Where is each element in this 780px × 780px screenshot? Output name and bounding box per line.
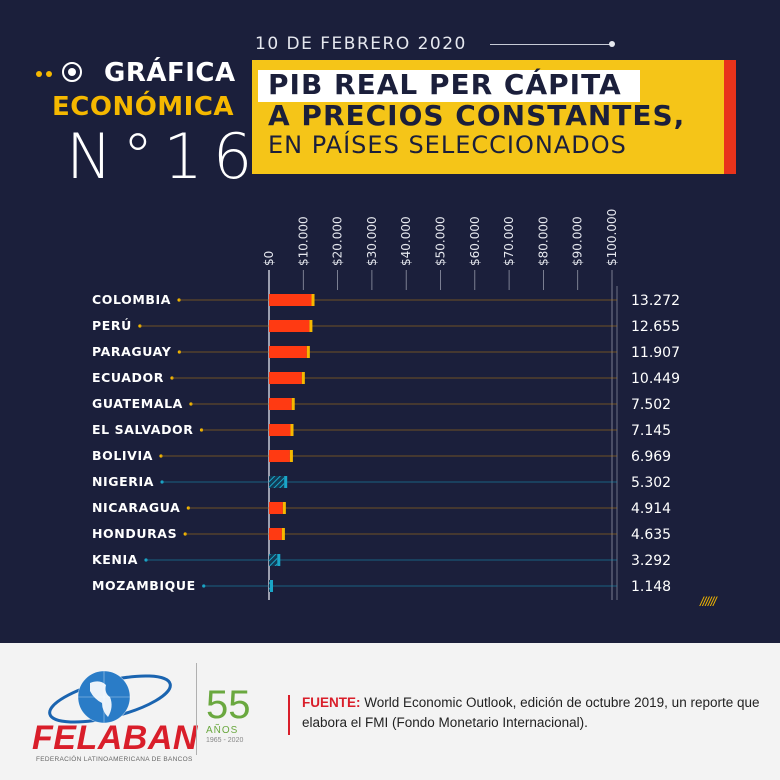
- bar-tip: [281, 528, 285, 540]
- decor-slashes: //////: [700, 594, 717, 609]
- tick-label: $50.000: [434, 216, 448, 266]
- category-label: GUATEMALA: [92, 396, 183, 411]
- category-label: NICARAGUA: [92, 500, 180, 515]
- tick-label: $70.000: [502, 216, 516, 266]
- felaban-logo-subtitle: FEDERACIÓN LATINOAMERICANA DE BANCOS: [36, 756, 193, 763]
- tick-label: $0: [262, 251, 276, 266]
- series-number: N°16: [66, 120, 263, 193]
- anniversary-word: AÑOS: [206, 725, 239, 736]
- category-label: PERÚ: [92, 318, 132, 333]
- tick-label: $40.000: [399, 216, 413, 266]
- value-label: 4.914: [631, 501, 671, 517]
- bar-tip: [284, 476, 288, 488]
- series-label-line1: GRÁFICA: [104, 58, 236, 88]
- bar-tip: [282, 502, 286, 514]
- bar-tip: [311, 294, 315, 306]
- source-label: FUENTE:: [302, 695, 361, 710]
- anniversary-number: 55: [206, 683, 251, 727]
- header-area: 10 DE FEBRERO 2020 GRÁFICA ECONÓMICA N°1…: [36, 34, 736, 609]
- bar-tip: [290, 424, 294, 436]
- bar: [269, 320, 310, 332]
- bar-tip: [289, 450, 293, 462]
- footer-divider: [196, 663, 197, 755]
- ring-icon: [62, 62, 82, 82]
- title-line2: A PRECIOS CONSTANTES,: [268, 99, 686, 132]
- globe-logo-icon: [48, 670, 172, 724]
- bar: [269, 528, 282, 540]
- title-panel-accent: [724, 60, 736, 174]
- value-label: 6.969: [631, 449, 671, 465]
- bar-tip: [306, 346, 310, 358]
- tick-label: $90.000: [571, 216, 585, 266]
- source-note: FUENTE: World Economic Outlook, edición …: [302, 693, 772, 733]
- category-label: COLOMBIA: [92, 292, 171, 307]
- title-line3: EN PAÍSES SELECCIONADOS: [268, 131, 627, 159]
- felaban-logo-text: FELABAN: [32, 719, 198, 757]
- value-label: 1.148: [631, 579, 671, 595]
- bar-chart: COLOMBIA 13.272 PERÚ 12.655 PARAGUAY 11.907 EC…: [92, 209, 680, 600]
- value-label: 5.302: [631, 475, 671, 491]
- bar: [269, 580, 270, 592]
- bar: [269, 424, 291, 436]
- series-label-line2: ECONÓMICA: [52, 92, 235, 122]
- value-label: 7.145: [631, 423, 671, 439]
- bar: [269, 476, 285, 488]
- value-label: 10.449: [631, 371, 680, 387]
- source-accent: [288, 695, 290, 735]
- bar: [269, 346, 307, 358]
- category-label: NIGERIA: [92, 474, 154, 489]
- source-text: World Economic Outlook, edición de octub…: [302, 695, 760, 730]
- tick-label: $100.000: [605, 209, 619, 266]
- footer: FELABAN FEDERACIÓN LATINOAMERICANA DE BA…: [0, 643, 780, 780]
- title-highlight: [258, 70, 640, 102]
- bar-tip: [270, 580, 273, 592]
- category-label: MOZAMBIQUE: [92, 578, 196, 593]
- value-label: 3.292: [631, 553, 671, 569]
- bar: [269, 450, 290, 462]
- title-line1: PIB REAL PER CÁPITA: [268, 68, 622, 101]
- bar-tip: [301, 372, 305, 384]
- bar: [269, 554, 278, 566]
- bar: [269, 294, 312, 306]
- value-label: 7.502: [631, 397, 671, 413]
- category-label: PARAGUAY: [92, 344, 172, 359]
- value-label: 13.272: [631, 293, 680, 309]
- category-label: ECUADOR: [92, 370, 164, 385]
- tick-label: $80.000: [536, 216, 550, 266]
- bar: [269, 372, 302, 384]
- bar: [269, 398, 292, 410]
- bar: [269, 502, 283, 514]
- value-label: 11.907: [631, 345, 680, 361]
- value-label: 4.635: [631, 527, 671, 543]
- value-label: 12.655: [631, 319, 680, 335]
- tick-label: $30.000: [365, 216, 379, 266]
- date-rule: [490, 44, 610, 45]
- tick-label: $20.000: [331, 216, 345, 266]
- date-dot-icon: [609, 41, 615, 47]
- category-label: KENIA: [92, 552, 138, 567]
- bar-tip: [277, 554, 281, 566]
- bar-tip: [309, 320, 313, 332]
- tick-label: $60.000: [468, 216, 482, 266]
- bar-tip: [291, 398, 295, 410]
- category-label: HONDURAS: [92, 526, 177, 541]
- tick-label: $10.000: [296, 216, 310, 266]
- category-label: BOLIVIA: [92, 448, 153, 463]
- category-label: EL SALVADOR: [92, 422, 194, 437]
- date-label: 10 DE FEBRERO 2020: [255, 34, 467, 54]
- anniversary-years: 1965 - 2020: [206, 737, 244, 744]
